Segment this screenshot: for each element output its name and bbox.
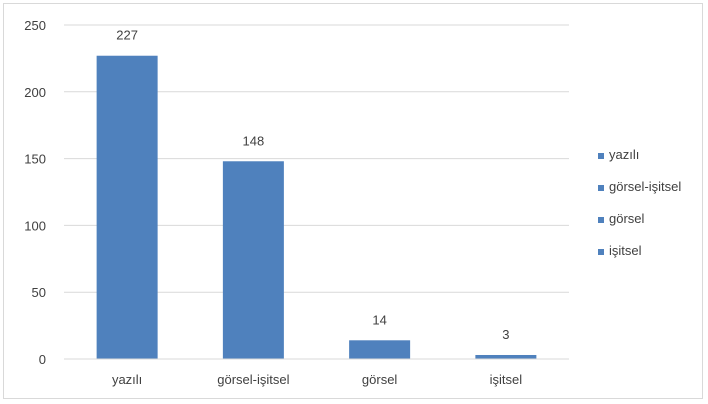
x-tick-label: görsel [362, 372, 398, 387]
data-label: 227 [116, 28, 138, 43]
y-tick-label: 0 [39, 352, 46, 367]
y-tick-label: 200 [24, 85, 46, 100]
bar[interactable] [222, 161, 284, 359]
legend-entry-label: görsel-işitsel [609, 179, 681, 194]
y-tick-label: 100 [24, 218, 46, 233]
legend-swatch [598, 185, 604, 191]
data-label: 148 [243, 133, 265, 148]
y-tick-label: 250 [24, 18, 46, 33]
y-tick-label: 150 [24, 152, 46, 167]
x-tick-label: yazılı [112, 372, 142, 387]
legend-entry-label: görsel [609, 211, 645, 226]
legend-swatch [598, 249, 604, 255]
bar[interactable] [475, 354, 537, 359]
y-tick-label: 50 [32, 285, 46, 300]
legend-swatch [598, 217, 604, 223]
bar[interactable] [349, 340, 411, 359]
legend-entry-label: işitsel [609, 243, 642, 258]
legend-swatch [598, 153, 604, 159]
x-tick-label: görsel-işitsel [217, 372, 289, 387]
bar[interactable] [96, 55, 158, 360]
x-tick-label: işitsel [490, 372, 523, 387]
data-label: 3 [502, 327, 509, 342]
data-label: 14 [372, 312, 386, 327]
legend-entry-label: yazılı [609, 147, 639, 162]
